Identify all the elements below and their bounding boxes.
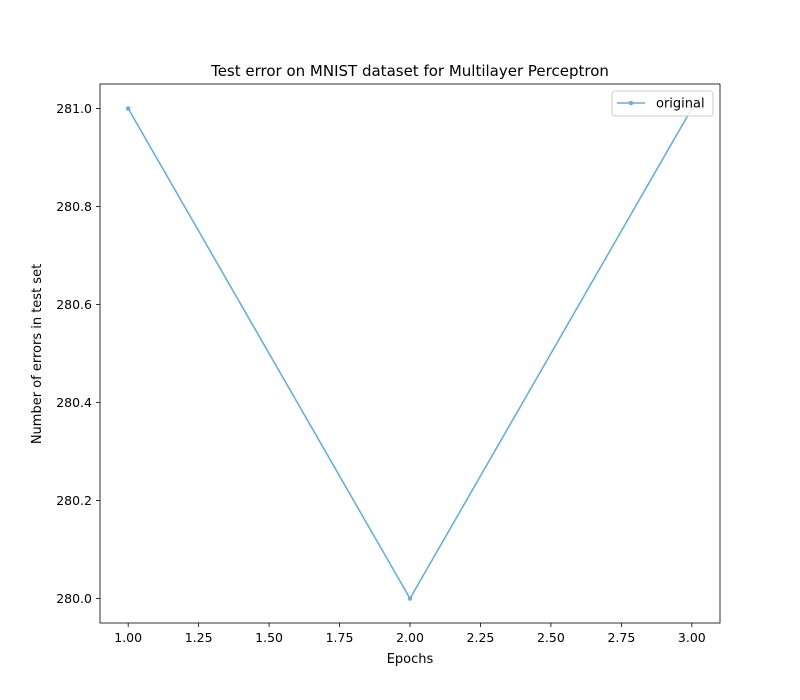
x-tick-label: 2.25 bbox=[467, 630, 495, 645]
y-tick-label: 280.0 bbox=[56, 591, 92, 606]
x-tick-label: 2.50 bbox=[537, 630, 565, 645]
x-tick-label: 1.25 bbox=[185, 630, 213, 645]
x-tick-label: 2.75 bbox=[607, 630, 635, 645]
plot-area: 1.00 1.25 1.50 1.75 2.00 2.25 2.50 2.75 3.00 280.… bbox=[56, 83, 721, 645]
data-point bbox=[125, 106, 131, 111]
axes-frame bbox=[99, 83, 721, 624]
legend-label: original bbox=[656, 97, 705, 112]
x-tick-label: 1.00 bbox=[114, 630, 142, 645]
x-tick-label: 3.00 bbox=[678, 630, 706, 645]
legend: original bbox=[611, 90, 714, 117]
x-axis-label: Epochs bbox=[387, 652, 434, 667]
y-tick-label: 280.6 bbox=[56, 297, 92, 312]
y-tick-label: 280.8 bbox=[56, 199, 92, 214]
data-point bbox=[407, 596, 413, 601]
x-tick-label: 1.75 bbox=[326, 630, 354, 645]
y-axis-label: Number of errors in test set bbox=[30, 264, 45, 444]
y-tick-label: 280.2 bbox=[56, 493, 92, 508]
x-tick-label: 1.50 bbox=[255, 630, 283, 645]
y-tick-label: 280.4 bbox=[56, 395, 92, 410]
x-tick-label: 2.00 bbox=[396, 630, 424, 645]
legend-box bbox=[611, 90, 714, 117]
y-tick-label: 281.0 bbox=[56, 101, 92, 116]
chart-title: Test error on MNIST dataset for Multilay… bbox=[210, 62, 609, 80]
legend-swatch-marker bbox=[628, 100, 634, 106]
